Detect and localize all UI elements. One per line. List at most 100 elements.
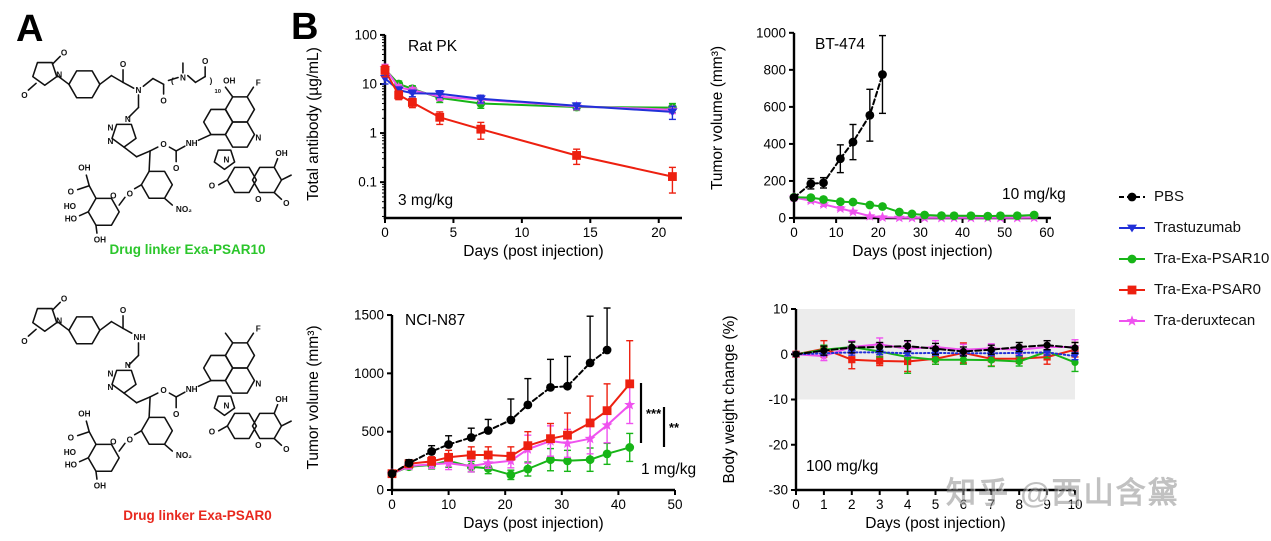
- legend-label: Tra-Exa-PSAR0: [1154, 281, 1261, 298]
- legend-label: Tra-deruxtecan: [1154, 312, 1256, 329]
- svg-text:NH: NH: [134, 333, 146, 342]
- svg-text:10: 10: [441, 497, 456, 512]
- svg-text:N: N: [136, 86, 142, 95]
- svg-text:800: 800: [763, 62, 786, 77]
- svg-text:(: (: [171, 76, 174, 85]
- svg-text:Tumor volume (mm³): Tumor volume (mm³): [305, 325, 322, 469]
- legend-item-tra-exa-psar10: Tra-Exa-PSAR10: [1118, 243, 1269, 274]
- svg-text:NH: NH: [186, 385, 198, 394]
- svg-text:0: 0: [376, 483, 384, 498]
- svg-text:N: N: [255, 379, 261, 388]
- svg-text:10 mg/kg: 10 mg/kg: [1002, 186, 1066, 203]
- svg-text:0: 0: [381, 225, 389, 240]
- svg-text:OH: OH: [275, 395, 287, 404]
- svg-text:OH: OH: [78, 163, 90, 172]
- svg-text:NH: NH: [186, 139, 198, 148]
- svg-text:40: 40: [955, 225, 970, 240]
- legend-label: Trastuzumab: [1154, 219, 1241, 236]
- svg-text:40: 40: [611, 497, 626, 512]
- rat-pk-chart: 0 5 10 15 20 100 10 1 0.1 Days (post injection) To…: [305, 27, 682, 260]
- svg-text:500: 500: [361, 424, 384, 439]
- svg-text:10: 10: [1067, 497, 1082, 512]
- svg-text:NCI-N87: NCI-N87: [405, 312, 465, 329]
- legend-item-pbs: PBS: [1118, 181, 1269, 212]
- svg-text:30: 30: [554, 497, 569, 512]
- watermark: 知乎 @西山含黛: [946, 477, 1180, 510]
- svg-text:N: N: [108, 370, 114, 379]
- svg-text:0.1: 0.1: [358, 175, 377, 190]
- svg-text:N: N: [223, 402, 229, 411]
- svg-text:O: O: [209, 428, 216, 437]
- svg-text:100 mg/kg: 100 mg/kg: [806, 458, 878, 475]
- svg-text:9: 9: [1043, 497, 1051, 512]
- svg-text:N: N: [180, 73, 186, 82]
- svg-text:0: 0: [388, 497, 396, 512]
- svg-text:50: 50: [997, 225, 1012, 240]
- svg-text:3 mg/kg: 3 mg/kg: [398, 192, 453, 209]
- legend-item-trastuzumab: Trastuzumab: [1118, 212, 1269, 243]
- svg-text:3: 3: [876, 497, 884, 512]
- svg-text:8: 8: [1015, 497, 1023, 512]
- svg-text:0: 0: [778, 211, 786, 226]
- svg-text:HO: HO: [65, 215, 78, 224]
- svg-text:0: 0: [790, 225, 798, 240]
- tra-exa-psar10-marker-icon: [1119, 254, 1145, 263]
- svg-text:7: 7: [988, 497, 996, 512]
- svg-text:O: O: [173, 410, 180, 419]
- svg-text:O: O: [68, 187, 75, 196]
- svg-text:HO: HO: [65, 461, 78, 470]
- svg-text:20: 20: [871, 225, 886, 240]
- svg-text:O: O: [209, 182, 216, 191]
- structure-caption-psar10: Drug linker Exa-PSAR10: [109, 242, 266, 257]
- svg-text:): ): [210, 76, 213, 85]
- svg-text:OH: OH: [275, 149, 287, 158]
- legend-item-tra-exa-psar0: Tra-Exa-PSAR0: [1118, 274, 1269, 305]
- svg-text:N: N: [56, 71, 62, 80]
- svg-text:Tumor volume (mm³): Tumor volume (mm³): [709, 46, 726, 190]
- svg-text:6: 6: [960, 497, 968, 512]
- svg-text:10: 10: [214, 89, 220, 95]
- svg-text:100: 100: [354, 27, 377, 42]
- chemical-structure-exa-psar10: OONONO(NO)10OHNNNOONHNO₂OOHOHOHOOHOFNNOO…: [21, 48, 292, 245]
- panel-b-label: B: [291, 6, 319, 48]
- svg-text:***: ***: [646, 406, 662, 421]
- svg-text:600: 600: [763, 99, 786, 114]
- svg-text:Days (post injection): Days (post injection): [463, 243, 603, 260]
- structure-caption-psar0: Drug linker Exa-PSAR0: [123, 508, 272, 523]
- legend-item-tra-deruxtecan: Tra-deruxtecan: [1118, 305, 1269, 336]
- svg-text:50: 50: [667, 497, 682, 512]
- svg-text:O: O: [160, 97, 167, 106]
- svg-text:1500: 1500: [354, 308, 384, 323]
- svg-text:F: F: [256, 324, 261, 333]
- svg-text:4: 4: [904, 497, 912, 512]
- legend-label: Tra-Exa-PSAR10: [1154, 250, 1270, 267]
- svg-text:O: O: [202, 57, 209, 66]
- body-weight-change-chart: 0 1 2 3 4 5 6 7 8 9 10 10 0 -10 -20 -30 Days (post injec…: [721, 302, 1083, 533]
- svg-text:O: O: [120, 60, 127, 69]
- svg-text:Days (post injection): Days (post injection): [852, 243, 992, 260]
- svg-text:O: O: [61, 48, 68, 57]
- svg-text:0: 0: [792, 497, 800, 512]
- svg-text:10: 10: [829, 225, 844, 240]
- trastuzumab-marker-icon: [1119, 224, 1145, 232]
- svg-text:BT-474: BT-474: [815, 36, 865, 53]
- svg-text:O: O: [255, 441, 262, 450]
- svg-text:400: 400: [763, 136, 786, 151]
- svg-text:O: O: [21, 337, 28, 346]
- svg-text:10: 10: [773, 302, 788, 317]
- svg-text:NO₂: NO₂: [176, 451, 192, 460]
- svg-text:10: 10: [514, 225, 529, 240]
- svg-text:O: O: [127, 435, 134, 444]
- svg-text:Rat PK: Rat PK: [408, 38, 458, 55]
- svg-text:0: 0: [780, 347, 788, 362]
- svg-text:N: N: [223, 156, 229, 165]
- svg-text:O: O: [68, 433, 75, 442]
- svg-text:N: N: [255, 133, 261, 142]
- svg-text:5: 5: [932, 497, 940, 512]
- svg-text:30: 30: [913, 225, 928, 240]
- svg-text:1: 1: [369, 126, 377, 141]
- svg-text:N: N: [108, 383, 114, 392]
- svg-text:5: 5: [450, 225, 458, 240]
